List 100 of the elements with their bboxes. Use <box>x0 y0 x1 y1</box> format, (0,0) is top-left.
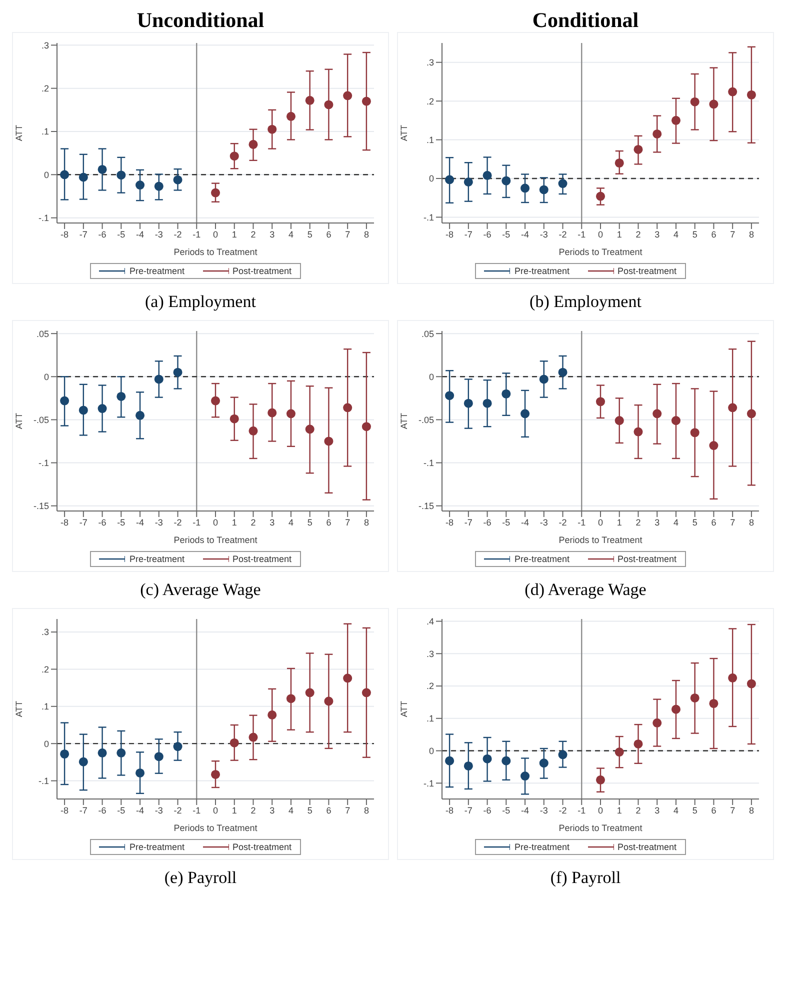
point <box>634 144 643 154</box>
point <box>614 416 624 426</box>
x-tick-label: 8 <box>364 805 369 816</box>
y-tick-label: -.05 <box>33 414 49 425</box>
point <box>78 406 88 415</box>
x-tick-label: 2 <box>636 229 641 240</box>
chart-title: Conditional <box>532 8 639 32</box>
legend-label: Pre-treatment <box>513 842 570 852</box>
point <box>154 752 164 762</box>
point <box>596 192 606 201</box>
legend-label: Post-treatment <box>616 554 677 564</box>
y-axis-title: ATT <box>14 700 24 718</box>
x-tick-label: 6 <box>326 229 332 240</box>
point <box>268 710 277 720</box>
point <box>445 756 454 766</box>
x-tick-label: 0 <box>598 229 604 240</box>
point <box>154 374 164 384</box>
x-tick-label: 3 <box>654 517 660 528</box>
point <box>690 428 700 438</box>
point <box>210 396 220 406</box>
x-tick-label: 5 <box>692 517 698 528</box>
point <box>746 409 756 418</box>
x-tick-label: -1 <box>578 517 586 528</box>
y-tick-label: 0 <box>44 170 49 180</box>
point <box>362 422 371 432</box>
point <box>482 754 492 764</box>
y-tick-label: .05 <box>421 328 434 339</box>
y-axis-title: ATT <box>399 124 410 142</box>
text: (d) Average Wage <box>524 580 646 601</box>
y-tick-label: .1 <box>426 134 434 145</box>
y-tick-label: .3 <box>426 58 434 68</box>
text: (a) Employment <box>145 292 256 313</box>
y-tick-label: 0 <box>428 372 434 382</box>
point <box>173 368 182 377</box>
point <box>614 748 624 757</box>
legend-label: Pre-treatment <box>128 554 184 564</box>
x-tick-label: -3 <box>540 805 548 816</box>
x-tick-label: -5 <box>502 517 510 528</box>
x-tick-label: -3 <box>154 229 163 240</box>
point <box>116 748 126 758</box>
point <box>116 392 126 401</box>
text: (e) Payroll <box>164 868 237 889</box>
x-tick-label: -3 <box>154 517 163 528</box>
x-tick-label: 8 <box>748 517 754 528</box>
x-tick-label: 2 <box>636 517 641 528</box>
point <box>709 441 718 450</box>
x-tick-label: -7 <box>79 805 88 816</box>
y-tick-label: -.1 <box>38 458 49 468</box>
point <box>286 694 296 704</box>
point <box>362 688 371 698</box>
x-tick-label: -1 <box>192 229 201 240</box>
y-axis-title: ATT <box>399 412 410 430</box>
x-tick-label: 0 <box>598 517 604 528</box>
point <box>558 750 568 760</box>
point <box>464 177 473 186</box>
x-tick-label: -8 <box>60 229 69 240</box>
y-tick-label: .05 <box>36 328 49 339</box>
y-tick-label: .2 <box>426 96 434 106</box>
point <box>558 179 568 188</box>
point <box>230 414 239 424</box>
x-tick-label: 5 <box>692 805 698 816</box>
x-tick-label: -8 <box>446 229 454 240</box>
x-tick-label: 7 <box>345 517 350 528</box>
x-tick-label: 3 <box>270 517 275 528</box>
y-tick-label: -.1 <box>38 776 49 786</box>
point <box>305 96 314 105</box>
point <box>709 100 718 109</box>
x-tick-label: -2 <box>174 805 182 816</box>
x-tick-label: -5 <box>117 517 126 528</box>
point <box>539 185 548 194</box>
x-tick-label: 1 <box>616 517 622 528</box>
point <box>98 748 107 758</box>
point <box>746 90 756 100</box>
y-tick-label: .3 <box>426 648 434 659</box>
x-tick-label: -1 <box>578 229 586 240</box>
x-tick-label: -5 <box>502 805 510 816</box>
point <box>248 732 258 742</box>
point <box>136 410 145 420</box>
legend-label: Post-treatment <box>616 842 677 852</box>
point <box>558 368 568 377</box>
point <box>502 756 511 766</box>
point <box>286 112 296 121</box>
x-tick-label: -4 <box>136 229 144 240</box>
y-tick-label: -.1 <box>423 458 434 468</box>
legend-label: Post-treatment <box>232 554 292 564</box>
legend-label: Pre-treatment <box>128 266 184 276</box>
x-tick-label: 8 <box>748 805 754 816</box>
x-tick-label: 0 <box>212 229 218 240</box>
x-tick-label: 7 <box>730 805 736 816</box>
x-tick-label: 5 <box>307 805 312 816</box>
x-tick-label: 7 <box>345 805 350 816</box>
x-tick-label: 0 <box>212 805 218 816</box>
x-axis-title: Periods to Treatment <box>174 247 258 257</box>
x-tick-label: -6 <box>98 229 106 240</box>
x-tick-label: 1 <box>232 517 237 528</box>
point <box>268 124 277 134</box>
y-tick-label: -.15 <box>418 501 434 512</box>
y-axis-title: ATT <box>14 124 24 142</box>
point <box>154 182 164 191</box>
x-tick-label: -3 <box>540 517 548 528</box>
